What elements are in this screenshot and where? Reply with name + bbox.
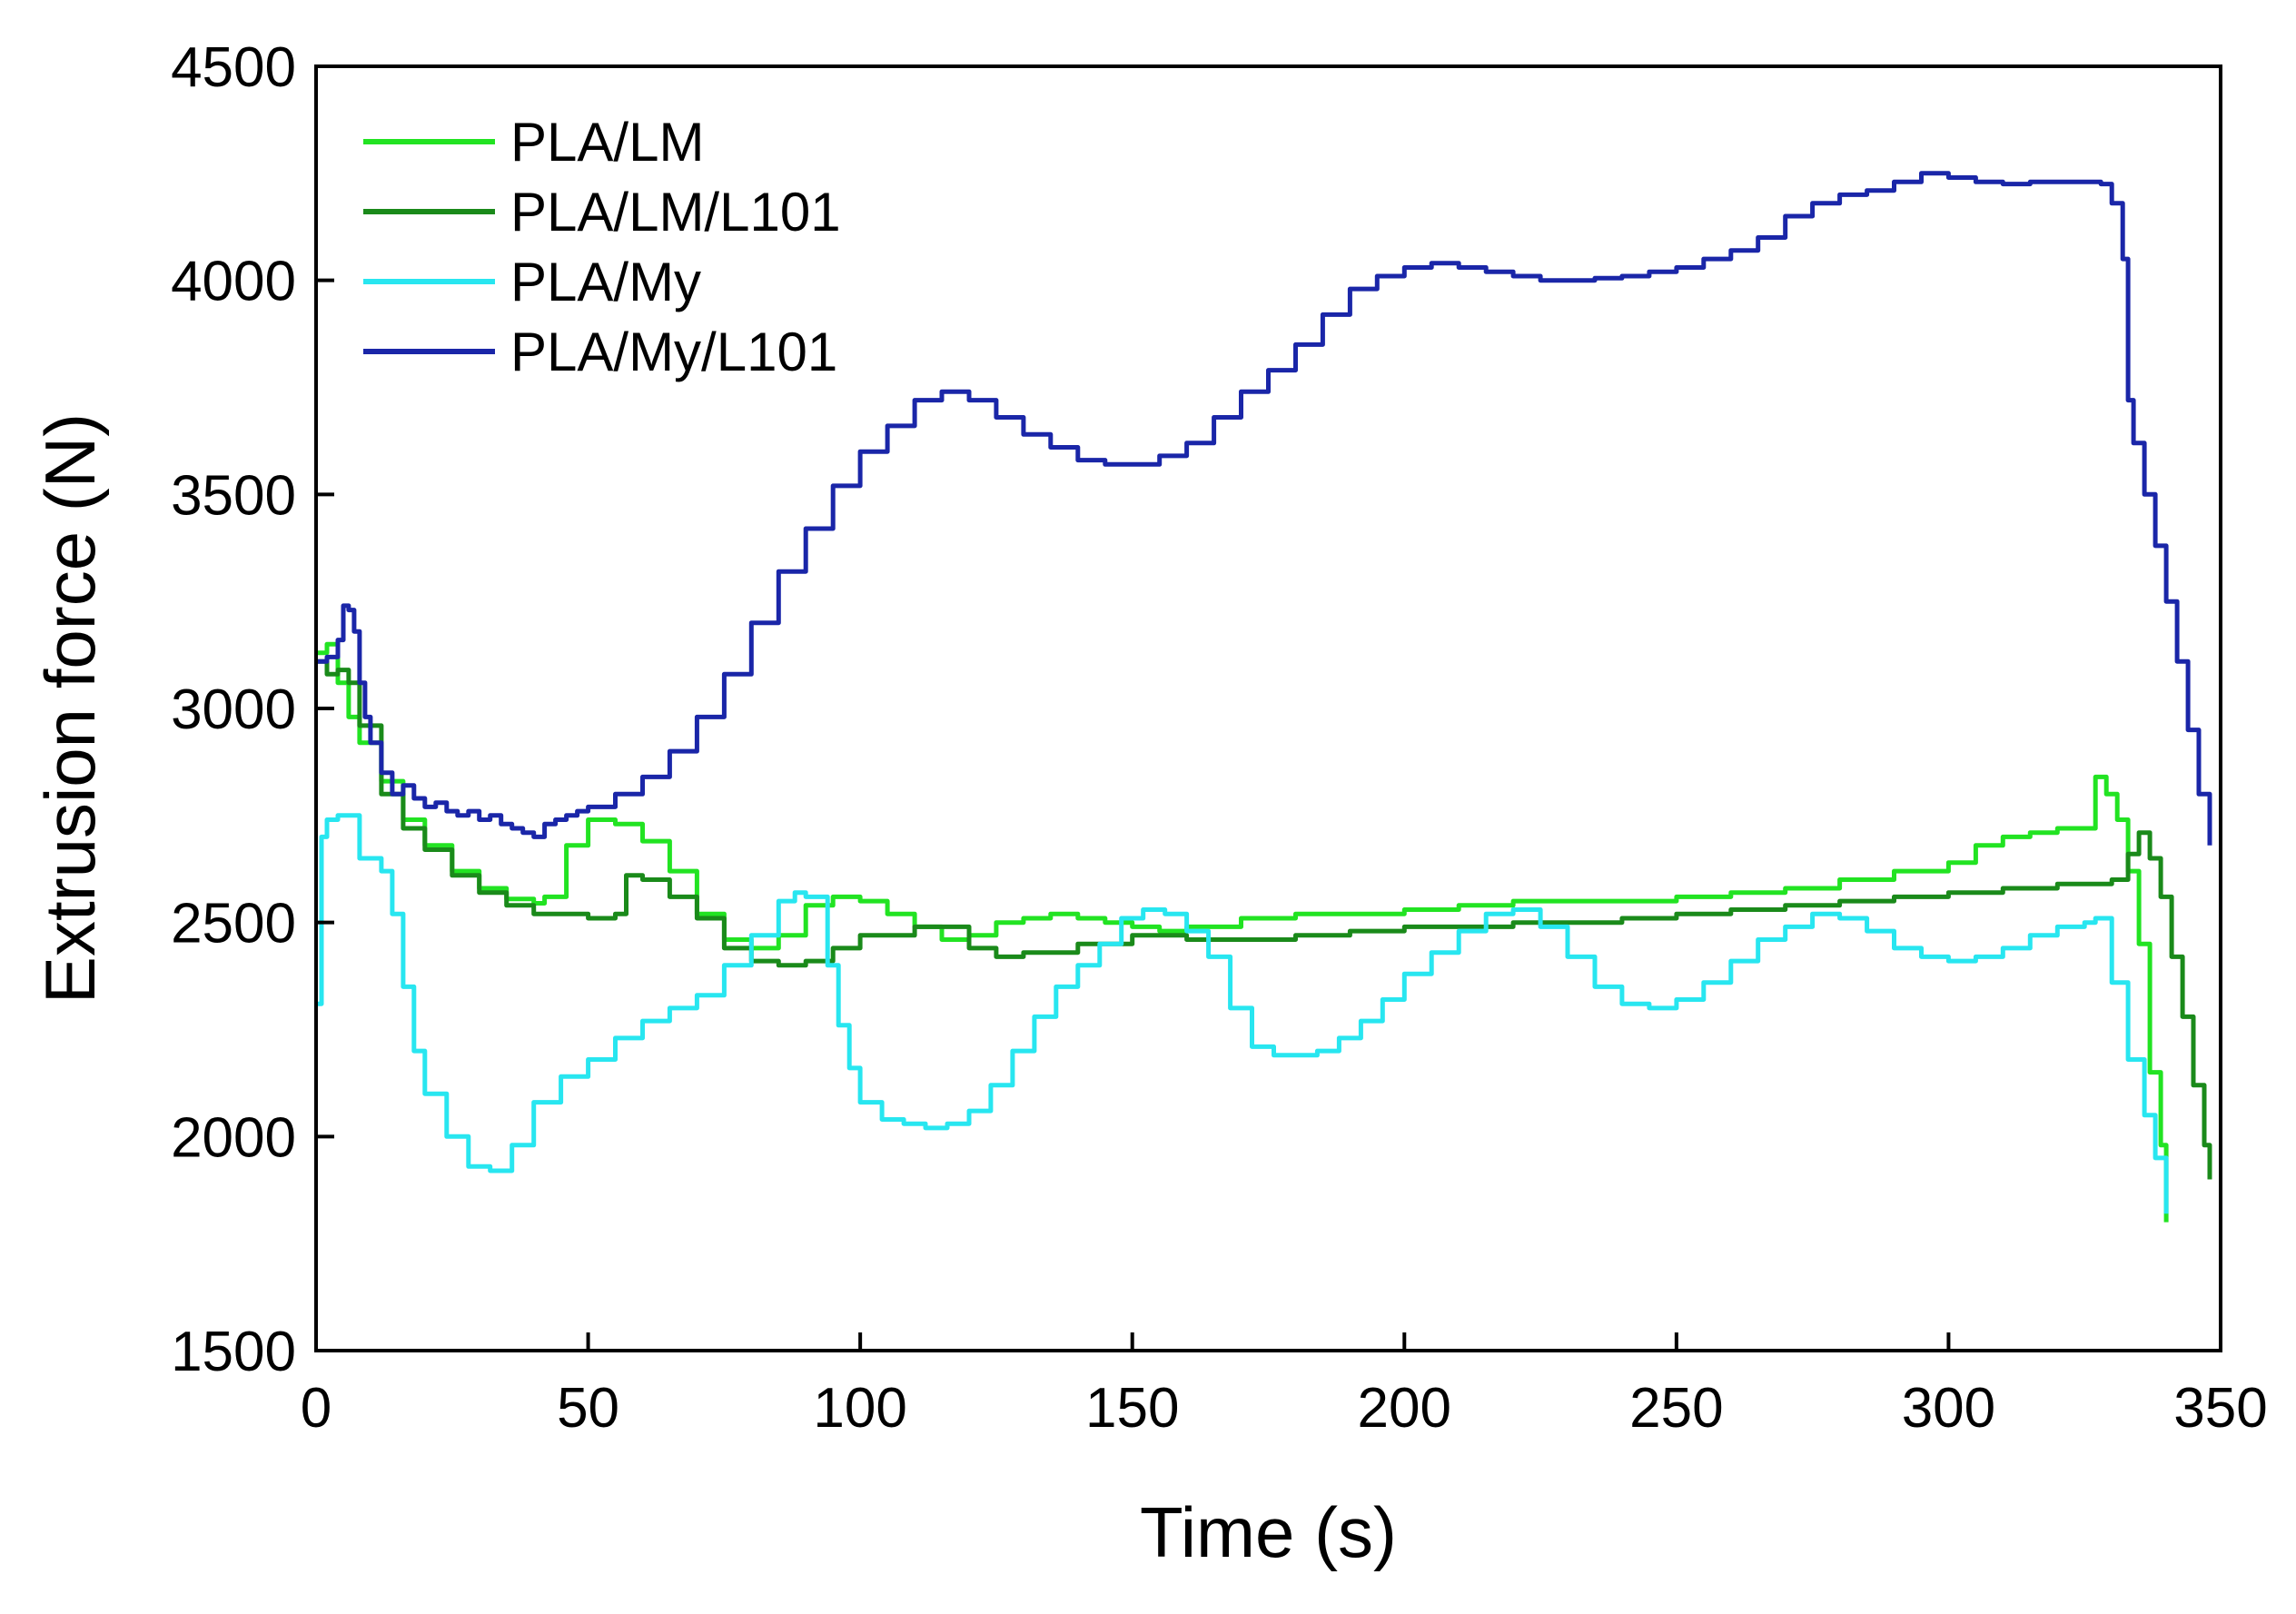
x-tick-label: 300 xyxy=(1902,1377,1995,1440)
y-tick-label: 1500 xyxy=(171,1321,296,1383)
axis-layer: 0 50 100 150 200 250 300 350 1500 2000 2500 3000 350… xyxy=(171,36,2268,1440)
x-tick-label: 200 xyxy=(1358,1377,1451,1440)
x-tick-label: 50 xyxy=(557,1377,619,1440)
y-tick-label: 4500 xyxy=(171,36,296,99)
legend-label: PLA/My xyxy=(510,252,701,312)
legend-label: PLA/LM xyxy=(510,112,704,173)
y-tick-label: 3000 xyxy=(171,678,296,741)
y-axis-title: Extrusion force (N) xyxy=(30,413,110,1004)
series-line-pla-lm-l101 xyxy=(316,658,2212,1180)
series-line-pla-lm xyxy=(316,641,2169,1223)
series-line-pla-my-l101 xyxy=(316,171,2212,846)
series-layer xyxy=(316,171,2212,1223)
x-tick-label: 100 xyxy=(813,1377,906,1440)
x-axis-title: Time (s) xyxy=(1140,1492,1397,1572)
x-tick-label: 150 xyxy=(1085,1377,1179,1440)
y-tick-label: 4000 xyxy=(171,251,296,313)
legend-label: PLA/LM/L101 xyxy=(510,182,841,243)
y-tick-label: 3500 xyxy=(171,464,296,527)
series-line-pla-my xyxy=(316,813,2169,1214)
y-tick-label: 2000 xyxy=(171,1106,296,1169)
x-tick-label: 250 xyxy=(1629,1377,1723,1440)
x-tick-label: 0 xyxy=(301,1377,332,1440)
legend: PLA/LM PLA/LM/L101 PLA/My PLA/My/L101 xyxy=(363,112,841,382)
y-tick-label: 2500 xyxy=(171,893,296,956)
x-tick-label: 350 xyxy=(2173,1377,2267,1440)
legend-label: PLA/My/L101 xyxy=(510,322,837,382)
